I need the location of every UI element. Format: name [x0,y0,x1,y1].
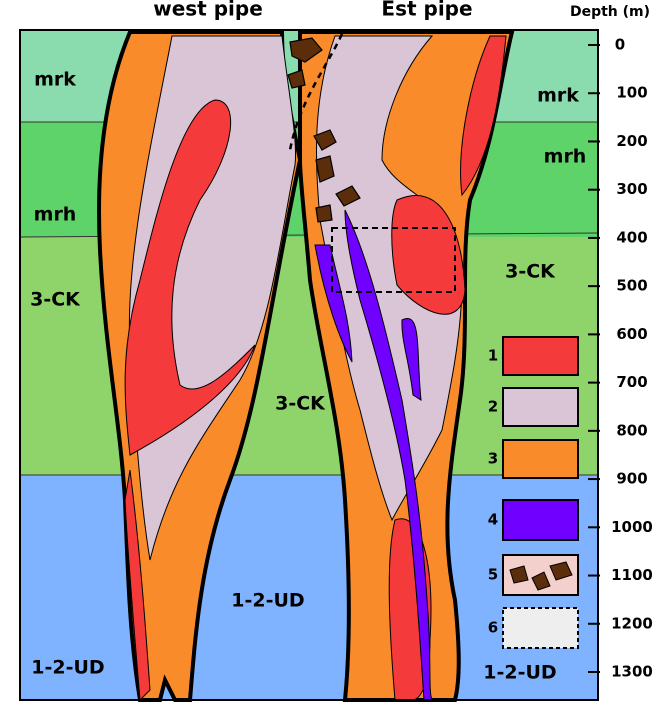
depth-label: 500 [616,277,647,295]
legend-number: 1 [488,347,498,365]
formation-label: mrk [34,69,76,91]
frame [19,29,599,701]
depth-label: 700 [616,373,647,391]
formation-label: 1-2-UD [483,662,556,684]
east-title: Est pipe [381,0,472,21]
layer-12ud [20,475,598,700]
depth-label: 1200 [611,614,653,632]
formation-label: 3-CK [505,261,556,283]
depth-label: 1000 [611,518,653,536]
legend-number: 2 [488,398,498,416]
legend-number: 6 [488,619,498,637]
depth-label: 300 [616,180,647,198]
formation-label: 1-2-UD [231,590,304,612]
depth-label: 900 [616,470,647,488]
depth-label: 1300 [611,663,653,681]
legend-blocks [509,561,573,591]
formation-label: 1-2-UD [31,657,104,679]
depth-label: 400 [616,228,647,246]
legend-number: 3 [488,450,498,468]
depth-label: 200 [616,132,647,150]
formation-label: 3-CK [30,289,81,311]
west-title: west pipe [153,0,263,21]
highlight-box [331,227,456,293]
depth-label: 1100 [611,566,653,584]
formation-label: 3-CK [275,393,326,415]
legend-number: 4 [488,511,498,529]
depth-label: 100 [616,84,647,102]
west-pipe [97,30,303,702]
formation-label: mrk [537,85,579,107]
depth-label: 600 [616,325,647,343]
dashed-contact [288,33,344,151]
depth-label: 0 [615,36,625,54]
depth-title: Depth (m) [570,4,650,20]
legend-boxes [502,336,579,649]
formation-label: mrh [34,204,77,226]
legend-number: 5 [488,566,498,584]
breccia-blocks [287,37,361,223]
formation-label: mrh [544,146,587,168]
depth-label: 800 [616,421,647,439]
